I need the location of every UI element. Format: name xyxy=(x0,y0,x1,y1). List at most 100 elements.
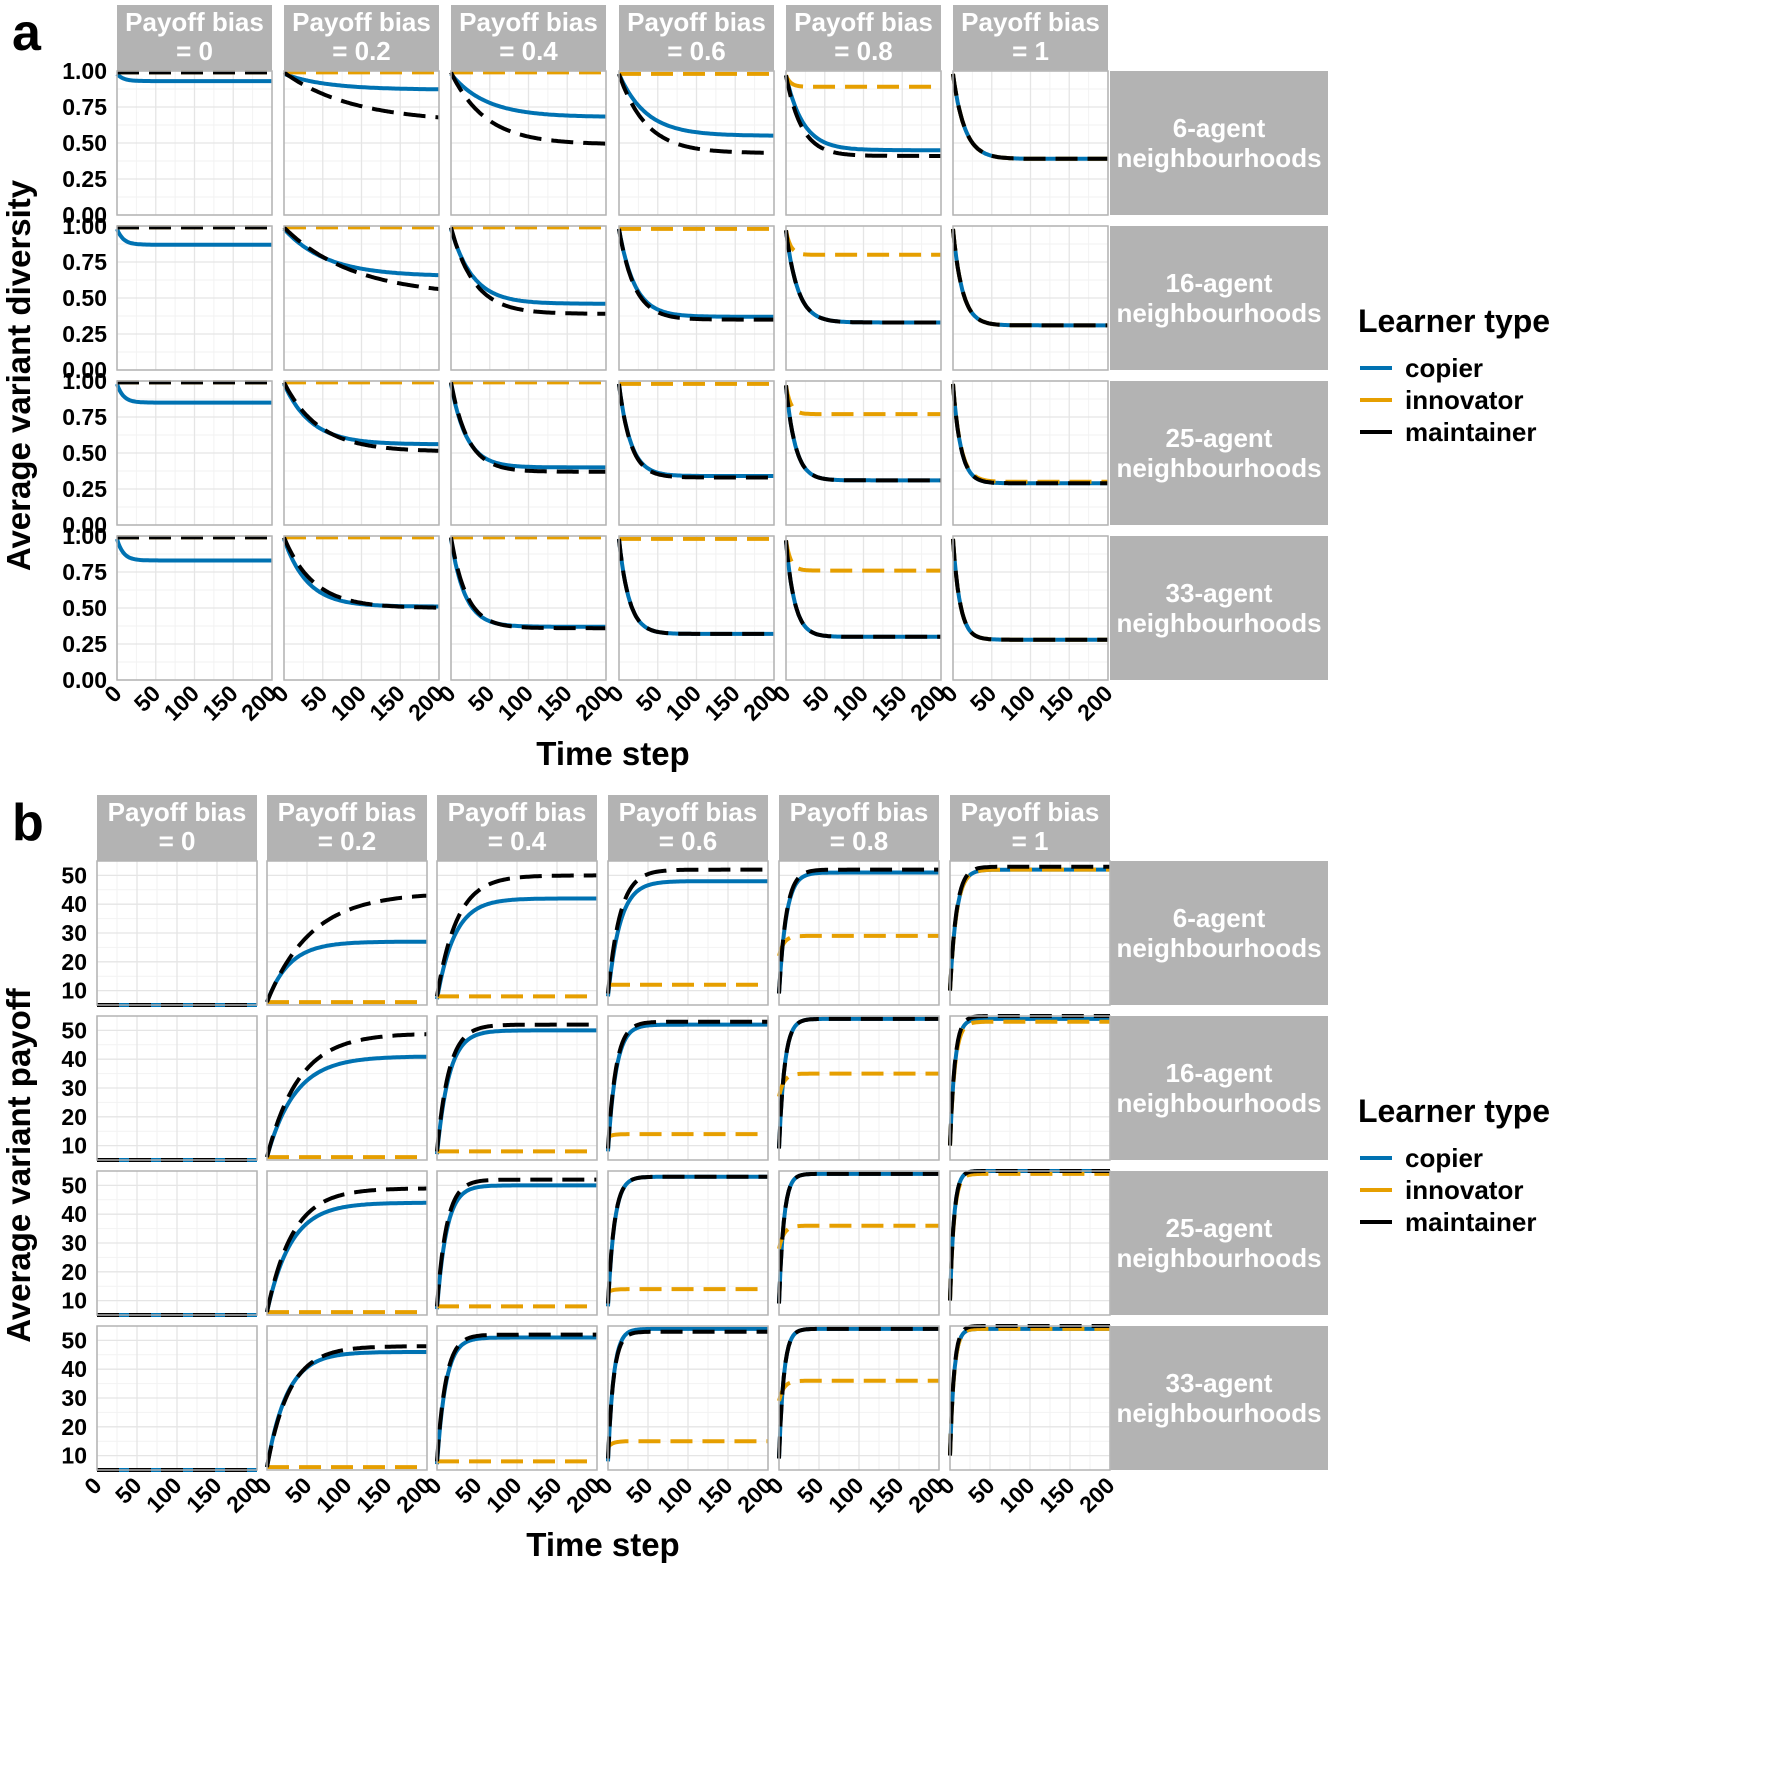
facet-border xyxy=(266,1015,428,1161)
facet-border xyxy=(785,535,942,681)
facet-panel xyxy=(948,860,1111,1006)
facet-border xyxy=(785,380,942,526)
facet-border xyxy=(607,1325,769,1471)
series-line-innovator xyxy=(948,1171,1111,1301)
column-strip-label: = 0.4 xyxy=(488,826,547,856)
column-strip-label: = 0.2 xyxy=(332,36,391,66)
facet-panel xyxy=(784,535,942,681)
x-tick-label: 50 xyxy=(621,1472,657,1508)
facet-panel xyxy=(777,1170,940,1316)
y-tick-label: 0.75 xyxy=(62,249,107,275)
y-tick-label: 40 xyxy=(61,1201,87,1227)
facet-border xyxy=(778,1170,940,1316)
facet-panel xyxy=(784,225,942,371)
y-tick-label: 40 xyxy=(61,891,87,917)
x-tick-label: 0 xyxy=(99,680,126,707)
facet-panel xyxy=(115,70,273,216)
series-line-copier xyxy=(115,538,273,563)
series-line-innovator xyxy=(777,1223,940,1250)
x-tick-label: 100 xyxy=(159,680,205,726)
series-line-copier xyxy=(265,1350,428,1468)
facet-panel xyxy=(777,1015,940,1161)
facet-panel xyxy=(784,70,942,216)
y-tick-label: 0.50 xyxy=(62,595,107,621)
series-line-copier xyxy=(115,383,273,405)
x-tick-label: 50 xyxy=(792,1472,828,1508)
y-tick-label: 50 xyxy=(61,1172,87,1198)
row-strip-label: 33-agent xyxy=(1166,578,1273,608)
series-line-innovator xyxy=(948,1019,1111,1146)
series-line-copier xyxy=(449,72,607,119)
series-line-copier xyxy=(265,1200,428,1313)
series-line-maintainer xyxy=(265,1032,428,1158)
y-tick-label: 30 xyxy=(61,1385,87,1411)
series-line-maintainer xyxy=(449,537,607,631)
facet-panel xyxy=(115,225,273,371)
row-strip xyxy=(1110,861,1328,1005)
facet-panel xyxy=(435,1015,598,1161)
y-tick-label: 20 xyxy=(61,949,87,975)
facet-panel xyxy=(435,860,598,1006)
row-strip-label: 16-agent xyxy=(1166,1058,1273,1088)
x-tick-label: 150 xyxy=(1034,1472,1080,1518)
x-tick-label: 150 xyxy=(351,1472,397,1518)
series-line-innovator xyxy=(777,1071,940,1098)
facet-border xyxy=(607,1015,769,1161)
facet-border xyxy=(949,1170,1111,1316)
series-line-maintainer xyxy=(777,1326,940,1459)
y-tick-label: 0.25 xyxy=(62,631,107,657)
y-tick-label: 0.25 xyxy=(62,166,107,192)
series-line-copier xyxy=(606,1022,769,1152)
facet-panel xyxy=(449,225,607,371)
series-line-maintainer xyxy=(435,873,598,997)
x-tick-label: 0 xyxy=(79,1472,106,1499)
series-line-maintainer xyxy=(449,71,607,146)
x-tick-label: 150 xyxy=(364,680,410,726)
x-tick-label: 50 xyxy=(110,1472,146,1508)
x-axis-title: Time step xyxy=(526,1526,679,1563)
row-strip xyxy=(1110,1326,1328,1470)
facet-panel xyxy=(777,1325,940,1471)
facet-border xyxy=(785,225,942,371)
column-strip xyxy=(953,5,1108,71)
x-tick-label: 150 xyxy=(863,1472,909,1518)
y-tick-label: 0.25 xyxy=(62,321,107,347)
series-line-maintainer xyxy=(265,1344,428,1468)
column-strip-label: Payoff bias xyxy=(794,7,933,37)
facet-panel xyxy=(96,1170,258,1317)
y-tick-label: 0.00 xyxy=(62,202,107,228)
y-tick-label: 20 xyxy=(61,1104,87,1130)
y-tick-label: 50 xyxy=(61,862,87,888)
y-tick-label: 1.00 xyxy=(62,523,107,549)
series-line-maintainer xyxy=(606,1019,769,1149)
column-strip-label: = 0.8 xyxy=(834,36,893,66)
facet-border xyxy=(116,535,273,681)
facet-panel xyxy=(96,1325,258,1472)
facet-border xyxy=(607,860,769,1006)
facet-border xyxy=(266,1325,428,1471)
panel-letter-a: a xyxy=(12,4,42,62)
column-strip-label: Payoff bias xyxy=(627,7,766,37)
facet-border xyxy=(436,1015,598,1161)
column-strip-label: = 0.4 xyxy=(499,36,558,66)
facet-border xyxy=(450,380,607,526)
series-line-maintainer xyxy=(282,381,440,453)
series-line-copier xyxy=(115,72,273,84)
series-line-maintainer xyxy=(617,538,775,636)
row-strip xyxy=(1110,226,1328,370)
row-strip-label: neighbourhoods xyxy=(1116,1088,1321,1118)
column-strip-label: Payoff bias xyxy=(961,797,1100,827)
y-tick-label: 0.00 xyxy=(62,512,107,538)
y-tick-label: 10 xyxy=(61,1443,87,1469)
facet-border xyxy=(952,535,1109,681)
facet-panel xyxy=(617,225,775,371)
series-line-copier xyxy=(449,228,607,306)
facet-panel xyxy=(951,535,1109,681)
x-tick-label: 150 xyxy=(531,680,577,726)
y-tick-label: 10 xyxy=(61,1133,87,1159)
column-strip xyxy=(786,5,941,71)
series-line-maintainer xyxy=(606,1329,769,1459)
y-tick-label: 0.50 xyxy=(62,285,107,311)
